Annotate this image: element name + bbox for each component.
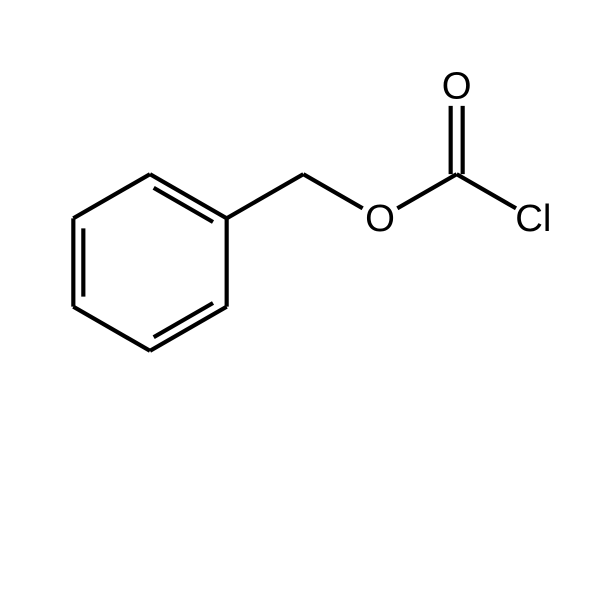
- molecule-diagram: O O Cl: [0, 0, 600, 600]
- atom-label-o: O: [442, 64, 472, 107]
- atom-label-cl: Cl: [515, 197, 551, 240]
- atom-label-o: O: [365, 197, 395, 240]
